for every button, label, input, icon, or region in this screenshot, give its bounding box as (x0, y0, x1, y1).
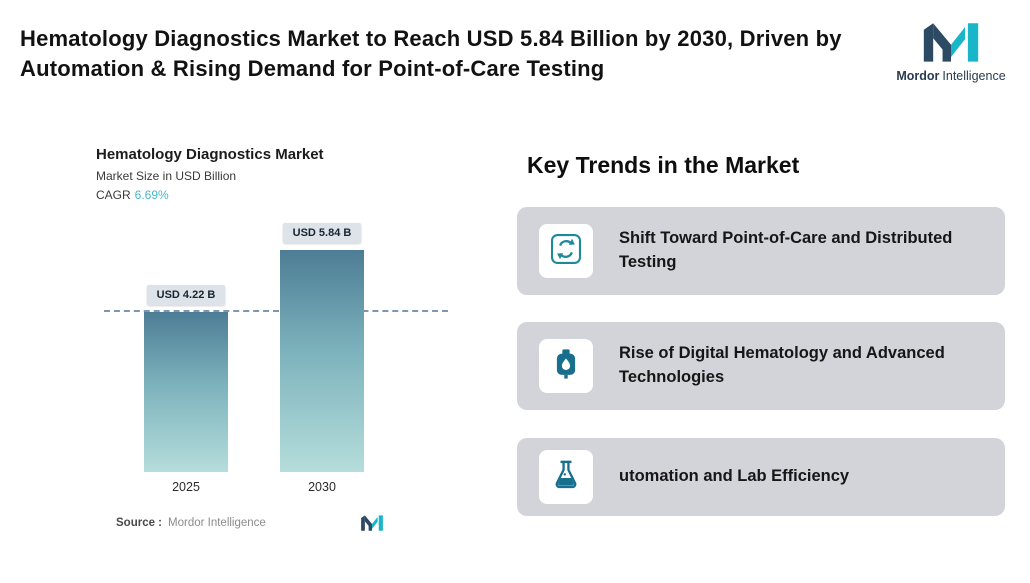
trend-icon-box (539, 224, 593, 278)
source-value: Mordor Intelligence (168, 516, 266, 529)
header: Hematology Diagnostics Market to Reach U… (0, 0, 1030, 118)
x-axis-label: 2030 (308, 480, 336, 494)
brand-name: Mordor Intelligence (892, 69, 1010, 83)
cycle-arrows-icon (549, 232, 583, 271)
source-label: Source : (116, 516, 163, 529)
bar-column-2025: USD 4.22 B (144, 284, 228, 472)
brand-name-regular: Intelligence (942, 69, 1006, 83)
cagr-value: 6.69% (134, 188, 169, 202)
trend-card: utomation and Lab Efficiency (517, 438, 1005, 516)
mordor-mini-logo-icon (360, 514, 384, 531)
flask-icon (549, 458, 583, 497)
reference-line (104, 309, 448, 312)
source-row: Source : Mordor Intelligence (116, 514, 384, 531)
chart-title: Hematology Diagnostics Market (96, 146, 324, 163)
trend-text: utomation and Lab Efficiency (619, 467, 850, 486)
mordor-logo-icon (921, 23, 981, 66)
bar-column-2030: USD 5.84 B (280, 223, 364, 472)
trend-icon-box (539, 450, 593, 504)
cagr-label: CAGR (96, 188, 131, 202)
page-title: Hematology Diagnostics Market to Reach U… (20, 26, 842, 81)
bar-value-label: USD 4.22 B (146, 284, 226, 305)
trend-card: Rise of Digital Hematology and Advanced … (517, 322, 1005, 410)
bar-value-label: USD 5.84 B (282, 223, 362, 244)
blood-bag-icon (549, 347, 583, 386)
chart-cagr: CAGR 6.69% (96, 188, 476, 202)
brand-name-bold: Mordor (896, 69, 940, 83)
trend-text: Shift Toward Point-of-Care and Distribut… (619, 229, 953, 271)
plot-area: USD 4.22 B USD 5.84 B (96, 214, 460, 472)
bars-group: USD 4.22 B USD 5.84 B (144, 223, 364, 472)
chart-subtitle: Market Size in USD Billion (96, 169, 237, 183)
trend-icon-box (539, 339, 593, 393)
trend-text: Rise of Digital Hematology and Advanced … (619, 344, 945, 386)
chart-panel: Hematology Diagnostics Market Market Siz… (96, 146, 476, 531)
x-axis-label: 2025 (172, 480, 200, 494)
trend-card: Shift Toward Point-of-Care and Distribut… (517, 207, 1005, 295)
brand-logo: Mordor Intelligence (892, 20, 1010, 83)
bar (280, 250, 364, 472)
bar (144, 311, 228, 472)
trends-heading: Key Trends in the Market (527, 152, 800, 178)
x-axis: 2025 2030 (144, 480, 476, 494)
